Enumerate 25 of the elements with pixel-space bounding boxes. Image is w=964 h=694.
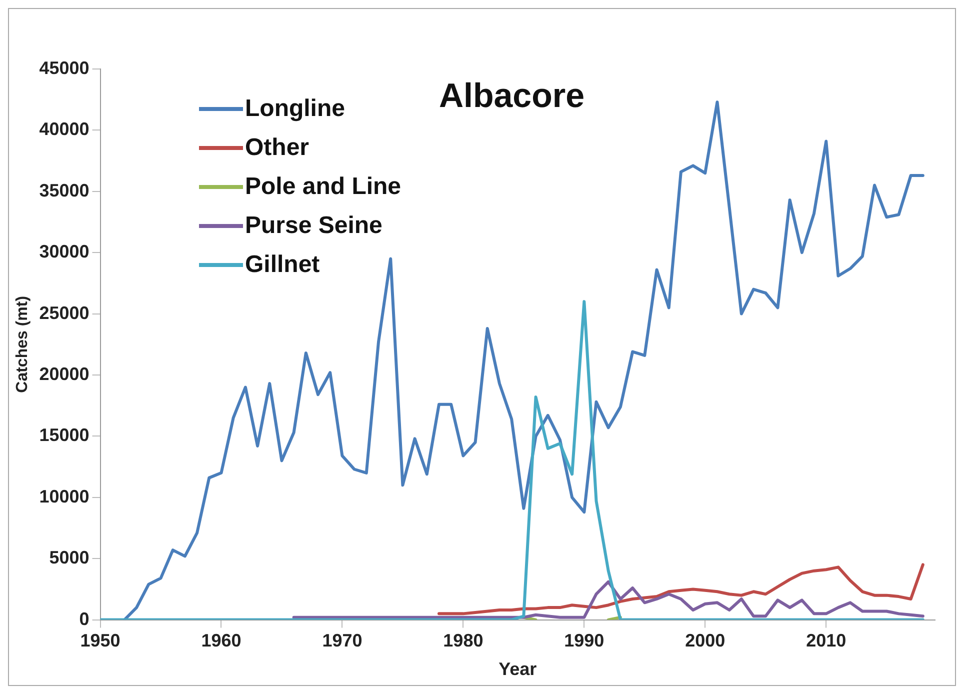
y-tick-label: 0 bbox=[79, 608, 90, 629]
y-tick-label: 5000 bbox=[49, 548, 90, 568]
x-tick-label: 2010 bbox=[806, 630, 846, 651]
x-tick-label: 1990 bbox=[564, 630, 604, 651]
y-tick-label: 15000 bbox=[39, 425, 90, 446]
chart-title: Albacore bbox=[439, 77, 584, 116]
x-tick-label: 1980 bbox=[443, 630, 484, 651]
legend-label: Other bbox=[245, 134, 310, 162]
y-tick-label: 40000 bbox=[39, 119, 90, 140]
y-axis-title: Catches (mt) bbox=[14, 296, 32, 393]
x-tick-label: 1970 bbox=[322, 630, 362, 651]
y-tick-label: 45000 bbox=[39, 58, 90, 78]
x-tick-label: 2000 bbox=[685, 630, 726, 651]
x-axis-title: Year bbox=[498, 659, 537, 680]
legend-label: Gillnet bbox=[245, 250, 320, 278]
legend-label: Purse Seine bbox=[245, 212, 382, 240]
y-tick-label: 25000 bbox=[39, 302, 90, 323]
y-tick-label: 20000 bbox=[39, 364, 90, 384]
y-tick-label: 30000 bbox=[39, 242, 90, 262]
legend-label: Longline bbox=[245, 94, 345, 122]
x-tick-label: 1960 bbox=[201, 630, 242, 651]
y-tick-label: 10000 bbox=[39, 486, 90, 506]
y-tick-label: 35000 bbox=[39, 180, 90, 200]
legend-label: Pole and Line bbox=[245, 172, 402, 200]
x-tick-label: 1950 bbox=[80, 630, 120, 651]
